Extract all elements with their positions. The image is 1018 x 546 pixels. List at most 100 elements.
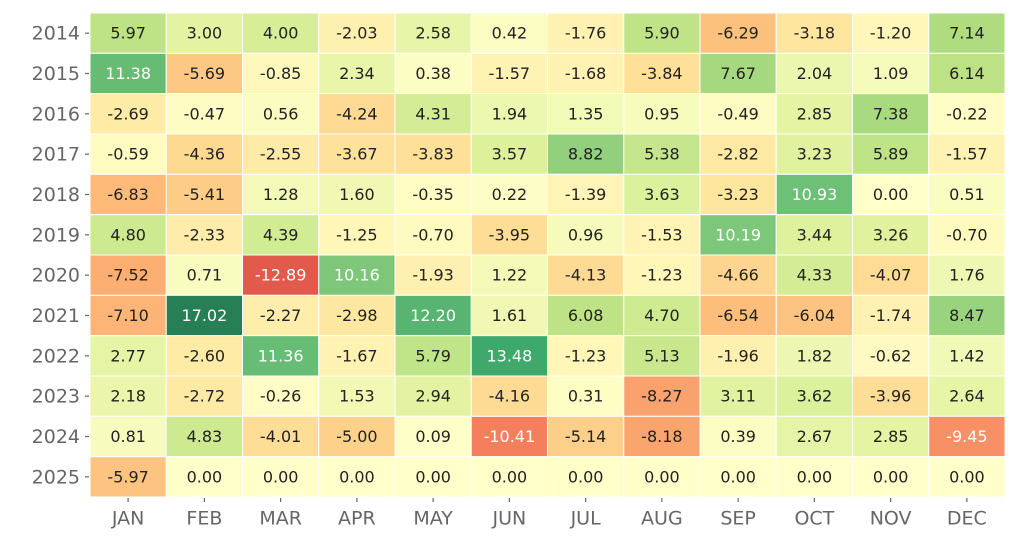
- cell-label: -2.27: [260, 306, 301, 325]
- cell-label: 6.14: [949, 64, 985, 83]
- cell: [852, 294, 930, 337]
- cell: [89, 415, 167, 458]
- cell: [928, 375, 1006, 417]
- cell-label: 10.93: [791, 185, 837, 204]
- cell: [89, 214, 167, 256]
- cell-label: 5.79: [415, 346, 451, 365]
- cell: [318, 93, 396, 135]
- cell: [623, 214, 701, 256]
- cell-label: 2.18: [110, 387, 146, 406]
- cell-label: 3.63: [644, 185, 680, 204]
- cell-label: 1.60: [339, 185, 375, 204]
- cell-label: -9.45: [946, 427, 987, 446]
- cell-label: 0.00: [568, 467, 604, 486]
- cell: [89, 12, 167, 54]
- cell: [775, 375, 853, 417]
- cell-label: 4.83: [187, 427, 223, 446]
- cell-label: 0.00: [949, 467, 985, 486]
- cell: [928, 294, 1006, 337]
- cell-label: 3.11: [720, 387, 756, 406]
- x-tick-label: OCT: [794, 508, 834, 530]
- x-tick-label: SEP: [720, 508, 756, 530]
- cell: [470, 173, 548, 216]
- cell-label: -2.98: [336, 306, 377, 325]
- cell: [165, 415, 243, 458]
- cell-label: 8.82: [568, 145, 604, 164]
- cell: [775, 133, 853, 175]
- cell: [394, 93, 472, 135]
- cell: [547, 415, 625, 458]
- cell-label: 2.34: [339, 64, 375, 83]
- cell-label: 1.53: [339, 387, 375, 406]
- y-tick-label: 2016: [32, 103, 80, 125]
- cell-label: -3.83: [412, 145, 453, 164]
- cell-label: -5.41: [184, 185, 225, 204]
- cell-label: -1.25: [336, 225, 377, 244]
- y-tick-label: 2017: [32, 144, 80, 166]
- y-tick-label: 2015: [32, 63, 80, 85]
- cell-label: 0.09: [415, 427, 451, 446]
- cell: [547, 294, 625, 337]
- cell-label: 10.16: [334, 266, 380, 285]
- cell: [318, 375, 396, 417]
- cell-label: -2.03: [336, 24, 377, 43]
- cell: [623, 52, 701, 95]
- cell: [775, 52, 853, 95]
- cell-label: -0.59: [107, 145, 148, 164]
- cell: [394, 294, 472, 337]
- cell: [89, 93, 167, 135]
- cell-label: -1.23: [641, 266, 682, 285]
- cell: [318, 52, 396, 95]
- cell: [470, 214, 548, 256]
- cell: [699, 335, 777, 377]
- cell-label: -8.18: [641, 427, 682, 446]
- y-tick-label: 2022: [32, 345, 80, 367]
- cell-label: 0.00: [415, 467, 451, 486]
- cell: [318, 335, 396, 377]
- cell-label: -0.47: [184, 104, 225, 123]
- cell-label: 1.61: [492, 306, 528, 325]
- cell: [623, 173, 701, 216]
- cell-label: -3.95: [489, 225, 530, 244]
- cell: [89, 335, 167, 377]
- cell: [89, 254, 167, 296]
- cell: [775, 12, 853, 54]
- cell: [928, 52, 1006, 95]
- x-tick-label: NOV: [870, 508, 912, 530]
- cell: [89, 133, 167, 175]
- cell: [165, 375, 243, 417]
- cell-label: 7.38: [873, 104, 909, 123]
- cell-label: -1.93: [412, 266, 453, 285]
- cell-label: 0.00: [644, 467, 680, 486]
- cell: [547, 335, 625, 377]
- cell-label: 10.19: [715, 225, 761, 244]
- cell-label: -4.36: [184, 145, 225, 164]
- cell-label: -2.60: [184, 346, 225, 365]
- cell-label: 4.31: [415, 104, 451, 123]
- cell-label: 3.44: [797, 225, 833, 244]
- cell-label: -4.16: [489, 387, 530, 406]
- cell-label: 8.47: [949, 306, 985, 325]
- y-tick-label: 2023: [32, 386, 80, 408]
- cell: [547, 375, 625, 417]
- cell-label: 1.82: [797, 346, 833, 365]
- cell: [928, 93, 1006, 135]
- cell: [242, 456, 320, 498]
- cell-label: -5.00: [336, 427, 377, 446]
- cell: [318, 133, 396, 175]
- cell-label: 0.95: [644, 104, 680, 123]
- cell-label: -4.13: [565, 266, 606, 285]
- cell-label: -8.27: [641, 387, 682, 406]
- cell-label: 2.77: [110, 346, 146, 365]
- cell-label: 7.67: [720, 64, 756, 83]
- cell-label: 0.81: [110, 427, 146, 446]
- y-tick-label: 2021: [32, 305, 80, 327]
- cell-label: 12.20: [410, 306, 456, 325]
- cell: [699, 133, 777, 175]
- cell: [242, 294, 320, 337]
- cell: [470, 415, 548, 458]
- cell-label: 17.02: [181, 306, 227, 325]
- cell-label: 4.70: [644, 306, 680, 325]
- cell: [242, 415, 320, 458]
- y-tick-label: 2018: [32, 184, 80, 206]
